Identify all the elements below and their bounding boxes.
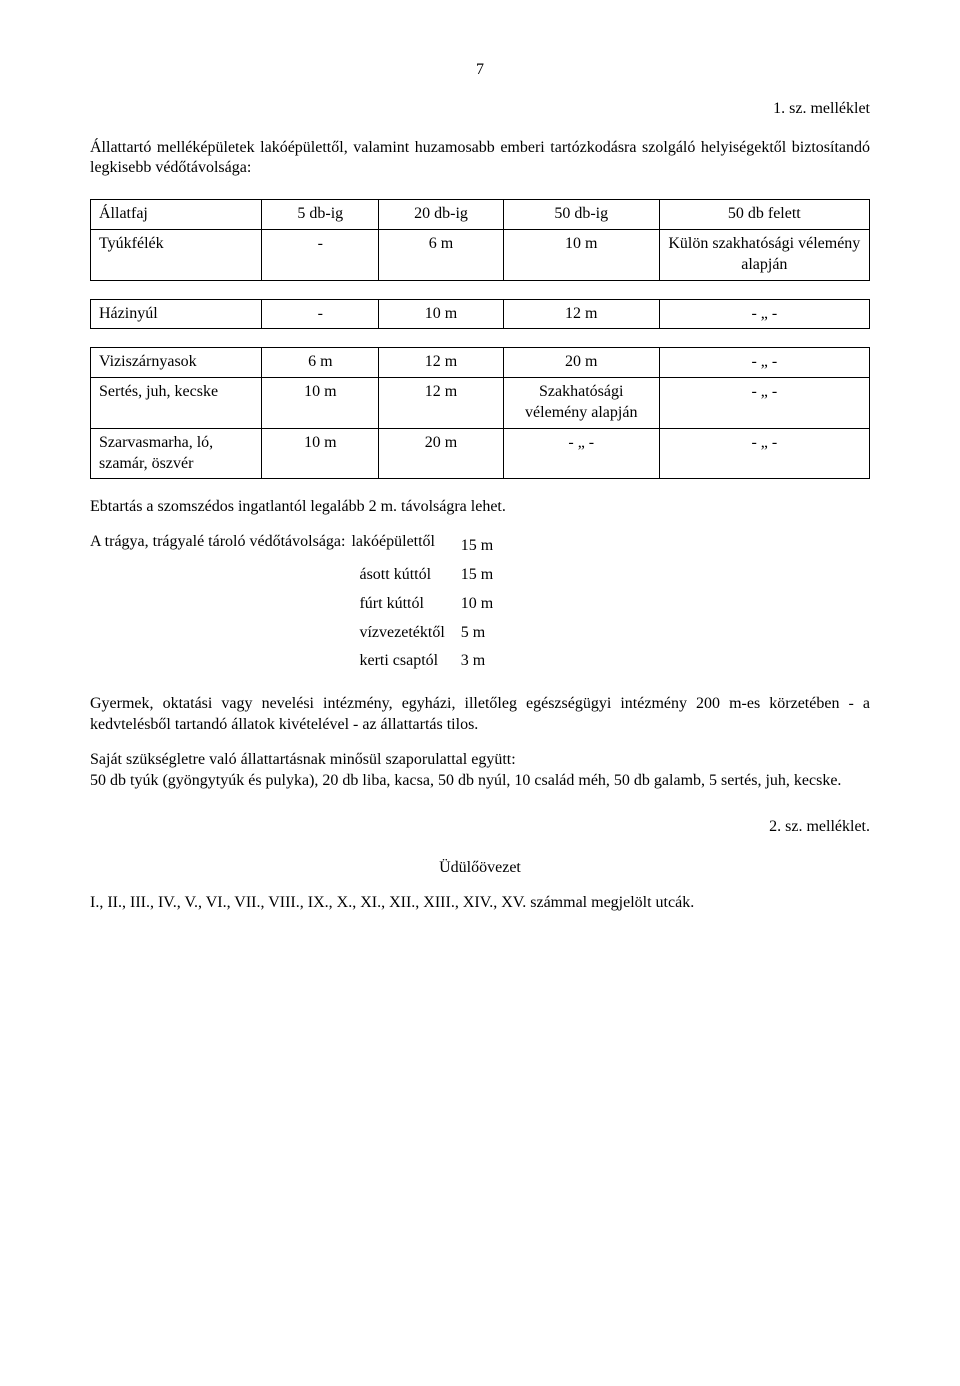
cell: 20 m <box>379 428 504 479</box>
tragya-val: 3 m <box>453 647 501 676</box>
tragya-val: 15 m <box>453 561 501 590</box>
sajat-lead: Saját szükségletre való állattartásnak m… <box>90 750 870 771</box>
row-name: Házinyúl <box>91 299 262 329</box>
row-name: Sertés, juh, kecske <box>91 378 262 429</box>
page-number: 7 <box>90 60 870 81</box>
tragya-key: ásott kúttól <box>351 561 452 590</box>
cell: 10 m <box>379 299 504 329</box>
row-name: Szarvasmarha, ló, szamár, öszvér <box>91 428 262 479</box>
tragya-key: lakóépülettől <box>351 532 452 561</box>
cell: 6 m <box>379 229 504 280</box>
sajat-list: 50 db tyúk (gyöngytyúk és pulyka), 20 db… <box>90 771 870 792</box>
cell: Szakhatósági vélemény alapján <box>503 378 659 429</box>
tragya-table: A trágya, trágyalé tároló védőtávolsága:… <box>90 532 501 676</box>
col-header: Állatfaj <box>91 200 262 230</box>
cell: - „ - <box>659 428 869 479</box>
cell: 10 m <box>262 428 379 479</box>
cell: 12 m <box>379 348 504 378</box>
cell: 10 m <box>503 229 659 280</box>
cell: - „ - <box>659 299 869 329</box>
distance-table-3: Viziszárnyasok 6 m 12 m 20 m - „ - Serté… <box>90 347 870 479</box>
tragya-val: 15 m <box>453 532 501 561</box>
cell: - <box>262 229 379 280</box>
annex-2-label: 2. sz. melléklet. <box>90 817 870 838</box>
cell: 10 m <box>262 378 379 429</box>
distance-table-1: Állatfaj 5 db-ig 20 db-ig 50 db-ig 50 db… <box>90 199 870 280</box>
tragya-key: vízvezetéktől <box>351 619 452 648</box>
cell: 20 m <box>503 348 659 378</box>
cell: 12 m <box>379 378 504 429</box>
col-header: 50 db-ig <box>503 200 659 230</box>
tragya-lead: A trágya, trágyalé tároló védőtávolsága: <box>90 532 351 561</box>
tragya-key: fúrt kúttól <box>351 590 452 619</box>
col-header: 50 db felett <box>659 200 869 230</box>
cell: 12 m <box>503 299 659 329</box>
intro-text: Állattartó melléképületek lakóépülettől,… <box>90 138 870 180</box>
cell: - „ - <box>503 428 659 479</box>
distance-table-2: Házinyúl - 10 m 12 m - „ - <box>90 299 870 330</box>
cell: 6 m <box>262 348 379 378</box>
udulo-title: Üdülőövezet <box>90 858 870 879</box>
gyermek-text: Gyermek, oktatási vagy nevelési intézmén… <box>90 694 870 736</box>
cell: - „ - <box>659 348 869 378</box>
row-name: Viziszárnyasok <box>91 348 262 378</box>
tragya-val: 10 m <box>453 590 501 619</box>
cell: - <box>262 299 379 329</box>
row-name: Tyúkfélék <box>91 229 262 280</box>
cell: - „ - <box>659 378 869 429</box>
col-header: 20 db-ig <box>379 200 504 230</box>
cell: Külön szakhatósági vélemény alapján <box>659 229 869 280</box>
tragya-key: kerti csaptól <box>351 647 452 676</box>
annex-1-label: 1. sz. melléklet <box>90 99 870 120</box>
utcak-text: I., II., III., IV., V., VI., VII., VIII.… <box>90 893 870 914</box>
col-header: 5 db-ig <box>262 200 379 230</box>
tragya-val: 5 m <box>453 619 501 648</box>
ebtartas-text: Ebtartás a szomszédos ingatlantól legalá… <box>90 497 870 518</box>
